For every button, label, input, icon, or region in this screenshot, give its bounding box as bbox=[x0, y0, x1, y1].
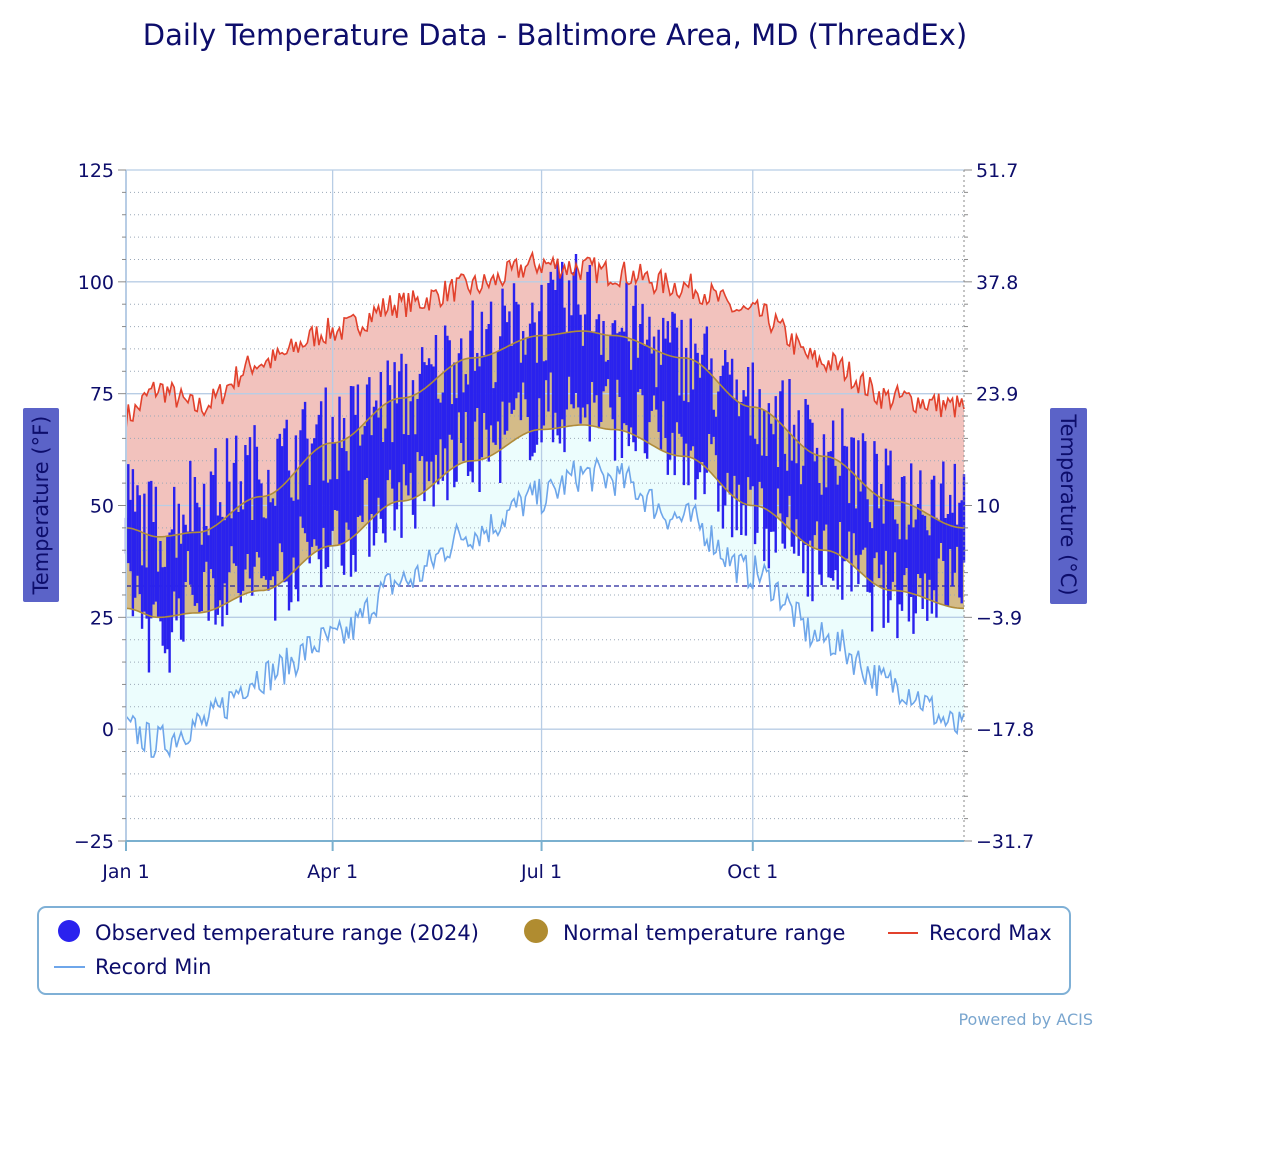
legend-record-min-label: Record Min bbox=[95, 955, 212, 979]
y-tick-label-right: −3.9 bbox=[976, 607, 1022, 629]
legend-item-record-min[interactable]: Record Min bbox=[54, 955, 212, 979]
y-tick-label-left: 25 bbox=[90, 607, 114, 629]
legend-item-normal[interactable]: Normal temperature range bbox=[524, 919, 845, 945]
chart-title: Daily Temperature Data - Baltimore Area,… bbox=[143, 18, 967, 52]
x-tick-label: Jan 1 bbox=[101, 861, 149, 883]
y-tick-label-right: 23.9 bbox=[976, 384, 1018, 406]
normal-low-line bbox=[125, 424, 965, 619]
series-lines bbox=[125, 250, 965, 759]
y-axis-left-title-group: Temperature (°F) bbox=[23, 408, 59, 602]
legend-box bbox=[37, 906, 1071, 995]
y-tick-label-right: 37.8 bbox=[976, 272, 1018, 294]
y-tick-label-right: 51.7 bbox=[976, 160, 1018, 182]
credit-link[interactable]: Powered by ACIS bbox=[958, 1010, 1093, 1029]
y-tick-label-left: −25 bbox=[74, 831, 114, 853]
y-axis-right-title: Temperature (°C) bbox=[1056, 413, 1080, 595]
normal-high-line bbox=[125, 330, 965, 538]
legend-item-observed[interactable]: Observed temperature range (2024) bbox=[58, 920, 479, 945]
x-tick-label: Apr 1 bbox=[307, 861, 358, 883]
record-min-line bbox=[125, 456, 965, 759]
y-tick-label-left: 75 bbox=[90, 384, 114, 406]
legend-item-record-max[interactable]: Record Max bbox=[888, 921, 1052, 945]
y-tick-label-left: 0 bbox=[102, 719, 114, 741]
y-tick-label-right: −31.7 bbox=[976, 831, 1034, 853]
y-axis-left-title: Temperature (°F) bbox=[29, 416, 53, 596]
y-tick-label-right: 10 bbox=[976, 496, 1000, 518]
y-tick-label-left: 50 bbox=[90, 496, 114, 518]
y-axis-right-title-group: Temperature (°C) bbox=[1050, 408, 1087, 604]
y-axis-right-title-bg bbox=[1050, 408, 1087, 604]
y-tick-label-left: 100 bbox=[78, 272, 114, 294]
legend-record-max-label: Record Max bbox=[929, 921, 1052, 945]
legend-observed-label: Observed temperature range (2024) bbox=[95, 921, 479, 945]
legend-normal-label: Normal temperature range bbox=[563, 921, 845, 945]
legend-observed-dot bbox=[58, 920, 80, 942]
y-tick-label-right: −17.8 bbox=[976, 719, 1034, 741]
record-max-band bbox=[126, 252, 964, 537]
observed-bars bbox=[124, 253, 966, 673]
axes: 125 51.7 100 37.8 75 23.9 50 10 25 −3.9 0 −17.8 −25 −… bbox=[74, 160, 1034, 883]
x-tick-label: Jul 1 bbox=[520, 861, 562, 883]
y-tick-label-left: 125 bbox=[78, 160, 114, 182]
legend-normal-dot bbox=[524, 919, 548, 943]
y-axis-left-title-bg bbox=[23, 408, 59, 602]
legend: Observed temperature range (2024) Normal… bbox=[37, 906, 1071, 995]
record-max-line bbox=[125, 250, 965, 430]
x-tick-label: Oct 1 bbox=[727, 861, 778, 883]
